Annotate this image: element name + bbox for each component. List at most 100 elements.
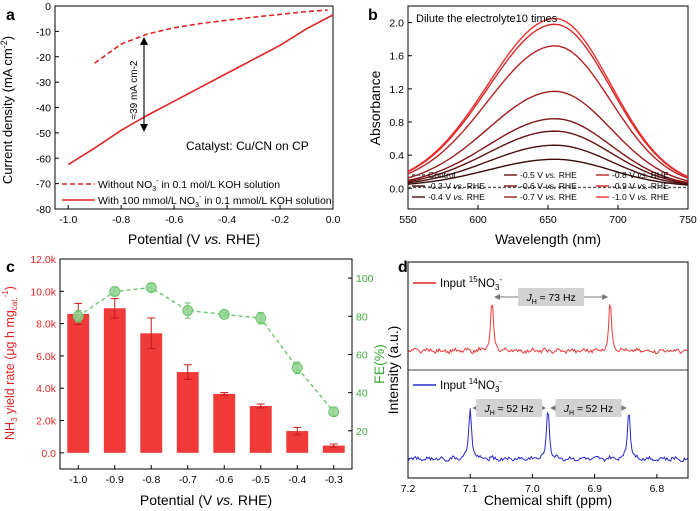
y-tick-label-c: 2.0k <box>36 416 57 428</box>
fe-point <box>291 362 303 374</box>
coupling-15n-arrow-right <box>602 294 609 300</box>
x-tick-label-d: 6.9 <box>587 483 602 495</box>
chart-title-b: Dilute the electrolyte10 times <box>416 13 558 25</box>
x-axis-label-c: Potential (V vs. RHE) <box>140 492 272 508</box>
y2-axis-ticks-c: 20 40 60 80 100 <box>348 273 374 438</box>
y-tick-label-c: 0.0 <box>41 448 56 460</box>
legend-label-b: -0.7 V vs. RHE <box>520 192 577 202</box>
fe-line <box>77 286 335 413</box>
spectra-b <box>407 17 689 189</box>
y2-tick-label-c: 80 <box>356 311 368 323</box>
y-tick-label-a: 0 <box>45 1 51 13</box>
legend-label-b: -0.3 V vs. RHE <box>428 181 485 191</box>
bar <box>286 431 309 453</box>
x-tick-label-c: -0.9 <box>106 474 124 486</box>
spectrum-line <box>407 130 689 185</box>
x-tick-label-b: 750 <box>679 214 697 226</box>
fe-point <box>72 310 84 322</box>
gap-annotation: ≈39 mA cm-2 <box>129 60 140 119</box>
y-tick-label-c: 10.0k <box>30 286 56 298</box>
bar <box>140 333 163 453</box>
bar <box>176 372 199 453</box>
y-tick-label-a: -40 <box>36 103 51 115</box>
panel-label-c: c <box>6 259 15 276</box>
y-tick-label-a: -10 <box>36 26 51 38</box>
legend-15n: Input 15NO3- <box>440 275 502 292</box>
nmr-line-14n <box>407 408 689 463</box>
y-tick-label-b: 0.0 <box>389 183 404 195</box>
x-tick-label-b: 650 <box>539 214 557 226</box>
y-tick-label-a: -80 <box>36 204 51 216</box>
legend-label-b: -0.8 V vs. RHE <box>612 170 669 180</box>
y-tick-label-b: 0.8 <box>389 117 404 129</box>
fe-series-c <box>72 282 340 418</box>
y-tick-label-a: -70 <box>36 179 51 191</box>
bar <box>322 445 345 453</box>
x-axis-label-d: Chemical shift (ppm) <box>484 492 612 508</box>
x-axis-ticks-b: 550 600 650 700 750 <box>399 205 697 226</box>
coupling-annotations-d: JH ≈ 73 Hz JH ≈ 52 Hz JH ≈ 52 Hz <box>472 288 627 417</box>
y-axis-ticks-c: 0.0 2.0k 4.0k 6.0k 8.0k 10.0k 12.0k <box>30 254 64 460</box>
y2-tick-label-c: 100 <box>356 273 374 285</box>
bar <box>249 406 272 453</box>
fe-point <box>255 312 267 324</box>
bar <box>213 393 236 453</box>
fe-point <box>328 406 340 418</box>
coupling-14n-left-box <box>476 399 543 417</box>
y-tick-label-a: -50 <box>36 128 51 140</box>
gap-arrow-head-down <box>140 124 148 132</box>
panel-label-d: d <box>398 259 408 276</box>
catalyst-annotation: Catalyst: Cu/CN on CP <box>186 139 309 153</box>
y-tick-label-a: -20 <box>36 52 51 64</box>
y-axis-label-b: Absorbance <box>367 70 383 145</box>
x-tick-label-d: 7.1 <box>463 483 478 495</box>
legend-with-nitrate: With 100 mmol/L NO3- in 0.1 mmol/L KOH s… <box>98 194 332 209</box>
x-tick-label-c: -1.0 <box>69 474 87 486</box>
x-axis-label-a: Potential (V vs. RHE) <box>128 231 260 247</box>
panel-b: b 0.0 0.4 0.8 1.2 1.6 2.0 550 600 650 700 750 Dil… <box>367 5 697 247</box>
spectrum-line <box>407 45 689 179</box>
panel-label-b: b <box>368 7 378 24</box>
panel-a: a 0 -10 -20 -30 -40 -50 -60 -70 -80 -1.0 -0.8 -0.6… <box>0 1 340 247</box>
x-tick-label-b: 600 <box>469 214 487 226</box>
y-tick-label-c: 12.0k <box>30 254 56 266</box>
coupling-15n-box <box>518 288 585 306</box>
series-lines-a <box>67 9 334 166</box>
legend-label-b: -0.9 V vs. RHE <box>612 181 669 191</box>
fe-point <box>109 285 121 297</box>
x-axis-ticks-d: 7.2 7.1 7.0 6.9 6.8 <box>401 474 665 495</box>
coupling-15n-arrow-left <box>494 294 500 300</box>
panel-label-a: a <box>6 7 15 24</box>
spectrum-line <box>407 23 689 178</box>
y-tick-label-a: -60 <box>36 153 51 165</box>
x-tick-label-c: -0.4 <box>288 474 306 486</box>
fe-point <box>218 308 230 320</box>
gap-arrow-head-up <box>140 37 148 45</box>
coupling-14n-right-arrow-right <box>620 405 627 411</box>
x-tick-label-a: -0.8 <box>112 214 130 226</box>
x-tick-label-d: 6.8 <box>650 483 665 495</box>
y-tick-label-b: 0.4 <box>389 150 404 162</box>
nmr-spectra-d <box>407 303 689 463</box>
plot-frame-c <box>59 258 353 470</box>
spectrum-line <box>407 144 689 185</box>
legend-without-nitrate: Without NO3- in 0.1 mol/L KOH solution <box>98 178 280 193</box>
x-tick-label-a: 0.0 <box>326 214 341 226</box>
y-axis-label-d: Intensity (a.u.) <box>385 326 401 415</box>
line-with-nitrate <box>67 14 334 166</box>
x-axis-ticks-a: -1.0 -0.8 -0.6 -0.4 -0.2 0.0 <box>59 205 340 226</box>
line-without-nitrate <box>94 9 328 64</box>
legend-label-b: -0.4 V vs. RHE <box>428 192 485 202</box>
legend-14n: Input 14NO3- <box>440 377 502 394</box>
bars-c <box>67 298 345 453</box>
bar <box>67 313 90 453</box>
x-tick-label-a: -0.2 <box>271 214 289 226</box>
x-tick-label-a: -0.4 <box>218 214 236 226</box>
coupling-14n-right-label: JH ≈ 52 Hz <box>563 403 613 417</box>
legend-label-b: -1.0 V vs. RHE <box>612 192 669 202</box>
legend-b: Control -0.5 V vs. RHE -0.8 V vs. RHE -0.3 … <box>412 170 669 202</box>
spectrum-line <box>407 117 689 184</box>
y-tick-label-c: 4.0k <box>36 383 57 395</box>
spectrum-line <box>407 158 689 186</box>
